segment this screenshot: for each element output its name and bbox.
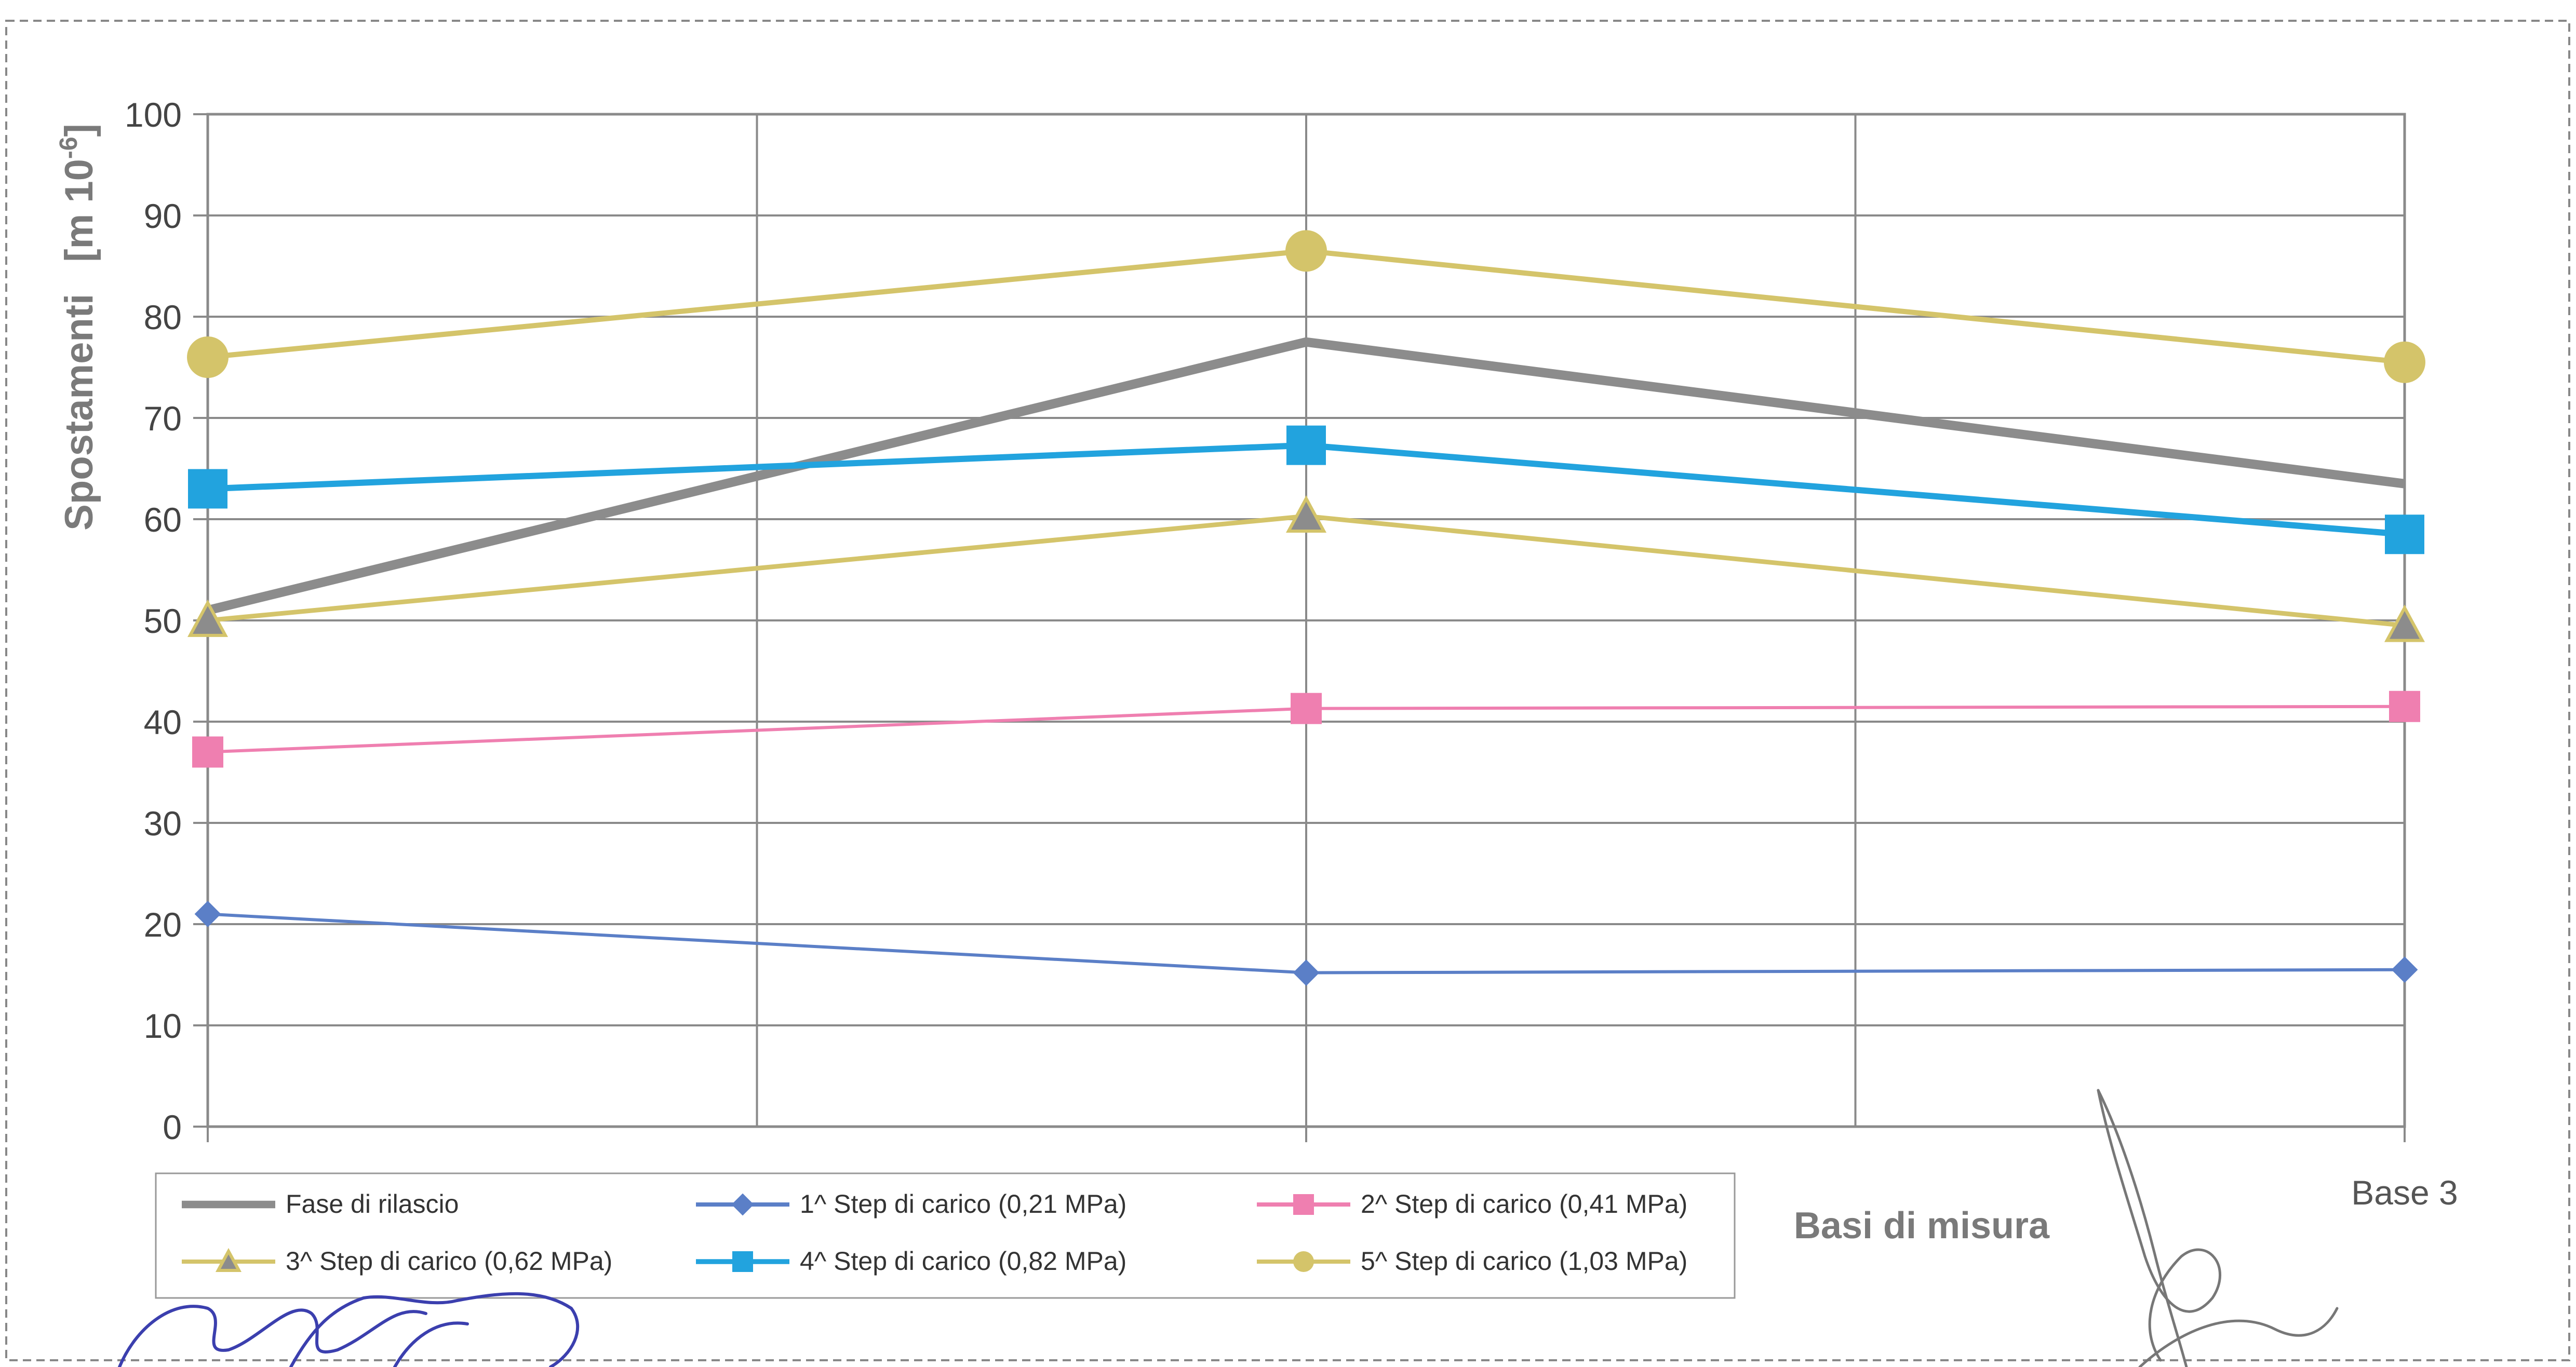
data-point [1286,425,1326,465]
y-tick-label: 20 [144,905,182,944]
data-point [194,901,221,927]
page-border [5,20,2570,1361]
series-1 [206,337,2406,615]
y-tick-label: 50 [144,602,182,640]
y-tick-label: 0 [163,1108,182,1146]
y-axis-unit-exponent: -6 [55,137,83,159]
y-axis-label-text: Spostamenti [57,294,101,531]
legend-label: 5^ Step di carico (1,03 MPa) [1361,1247,1687,1276]
x-axis-label: Basi di misura [1794,1205,2050,1247]
legend-label: 3^ Step di carico (0,62 MPa) [286,1247,612,1276]
y-tick-label: 90 [144,197,182,235]
series-layer [187,230,2425,986]
legend-label: 4^ Step di carico (0,82 MPa) [800,1247,1126,1276]
data-point [1293,959,1320,986]
data-point [188,469,227,509]
data-point [1291,693,1322,724]
signature-left [118,1292,580,1367]
data-point [1285,230,1327,272]
legend-swatch-marker [731,1193,754,1216]
y-tick-label: 30 [144,804,182,843]
data-point [2384,341,2425,383]
y-tick-label: 10 [144,1007,182,1045]
data-point [2384,604,2425,642]
legend-swatch-marker [215,1248,242,1272]
y-tick-label: 60 [144,500,182,539]
x-tick-label: Base 3 [2351,1173,2458,1212]
legend-item-5: 4^ Step di carico (0,82 MPa) [696,1247,1126,1276]
data-point [187,336,229,378]
series-5 [188,425,2424,554]
data-point [187,599,229,637]
data-point [192,736,223,768]
legend-item-1: Fase di rilascio [182,1189,459,1219]
legend: Fase di rilascio 1^ Step di carico (0,21 … [182,1189,1687,1276]
legend-swatch-marker [732,1251,753,1272]
data-point [1285,495,1327,533]
legend-item-3: 2^ Step di carico (0,41 MPa) [1257,1189,1687,1219]
y-tick-label: 40 [144,703,182,741]
series-6 [187,230,2425,383]
series-4 [187,495,2425,642]
data-point [2385,515,2424,554]
legend-swatch-marker [1293,1194,1314,1215]
y-axis-unit: [m 10 [57,159,101,262]
legend-item-2: 1^ Step di carico (0,21 MPa) [696,1189,1126,1219]
series-line [206,337,2406,615]
legend-swatch-marker [1293,1251,1314,1272]
series-2 [194,901,2418,986]
y-tick-label: 100 [125,96,182,134]
legend-label: 1^ Step di carico (0,21 MPa) [800,1189,1126,1219]
legend-box [155,1172,1736,1299]
y-axis-label: Spostamenti [m 10-6] [55,124,101,531]
y-tick-label: 80 [144,298,182,336]
legend-label: Fase di rilascio [286,1189,459,1219]
legend-label: 2^ Step di carico (0,41 MPa) [1361,1189,1687,1219]
y-tick-label: 70 [144,399,182,438]
y-axis-unit-close: ] [57,124,101,137]
data-point [2391,956,2418,983]
series-3 [192,691,2420,768]
signature-right [2097,1089,2339,1367]
legend-item-6: 5^ Step di carico (1,03 MPa) [1257,1247,1687,1276]
data-point [2389,691,2420,722]
legend-item-4: 3^ Step di carico (0,62 MPa) [182,1247,612,1276]
